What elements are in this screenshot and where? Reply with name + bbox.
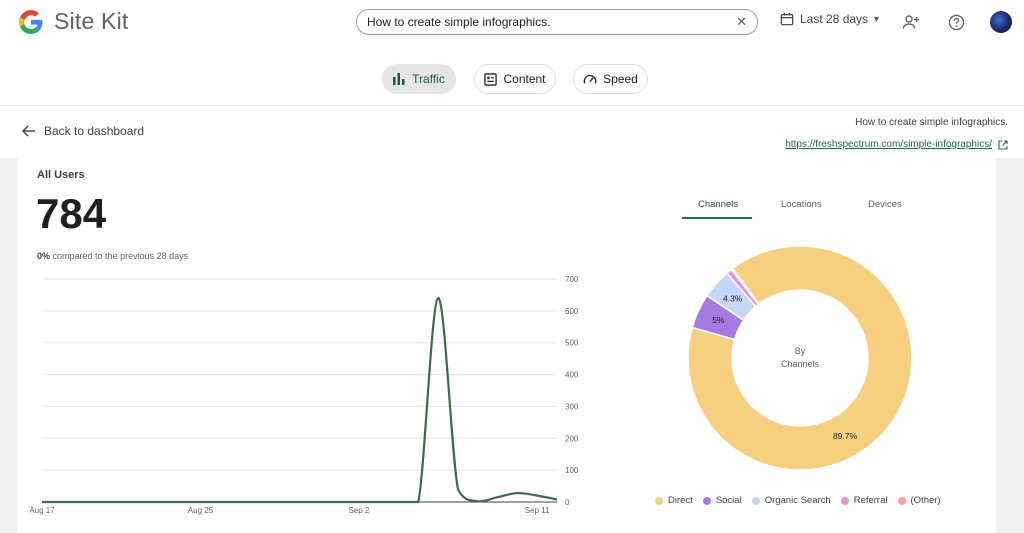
page-url[interactable]: https://freshspectrum.com/simple-infogra… bbox=[785, 139, 992, 150]
legend-item[interactable]: Social bbox=[702, 495, 742, 506]
x-tick-label: Sep 2 bbox=[348, 506, 369, 515]
legend-swatch bbox=[702, 496, 711, 505]
legend-label: Referral bbox=[853, 495, 888, 506]
legend-item[interactable]: Organic Search bbox=[751, 495, 831, 506]
legend-item[interactable]: Referral bbox=[840, 495, 888, 506]
legend-label: Social bbox=[715, 495, 742, 506]
x-tick-label: Aug 25 bbox=[188, 506, 214, 515]
metric-value: 784 bbox=[36, 190, 107, 237]
tab-label: Content bbox=[503, 72, 546, 86]
avatar[interactable] bbox=[990, 11, 1012, 33]
bar-chart-icon bbox=[393, 73, 405, 85]
tab-content[interactable]: Content bbox=[474, 64, 556, 94]
speedometer-icon bbox=[583, 74, 597, 84]
date-range-label: Last 28 days bbox=[800, 12, 869, 26]
x-tick-label: Aug 17 bbox=[30, 506, 55, 515]
slice-value-label: 89.7% bbox=[833, 431, 858, 441]
help-button[interactable] bbox=[945, 11, 967, 33]
channels-donut-chart: 89.7% 5% 4.3% By Channels bbox=[680, 238, 920, 478]
users-line-chart: 0 100 200 300 400 500 600 700 Aug 17 Aug 25 Sep 2 S… bbox=[30, 275, 579, 515]
legend-label: Direct bbox=[668, 495, 693, 506]
search-input[interactable]: How to create simple infographics. ✕ bbox=[356, 9, 758, 35]
donut-slice-other[interactable] bbox=[730, 267, 761, 306]
close-icon[interactable]: ✕ bbox=[736, 14, 747, 29]
top-bar: Site Kit How to create simple infographi… bbox=[0, 0, 1024, 44]
tab-locations[interactable]: Locations bbox=[781, 199, 822, 210]
metric-change: 0% bbox=[37, 251, 51, 261]
y-tick-label: 500 bbox=[565, 339, 579, 348]
y-tick-label: 700 bbox=[565, 275, 579, 284]
comparison-text: compared to the previous 28 days bbox=[52, 251, 189, 261]
y-tick-label: 0 bbox=[565, 498, 570, 507]
tab-traffic[interactable]: Traffic bbox=[382, 64, 456, 94]
legend-swatch bbox=[655, 496, 663, 505]
y-tick-label: 400 bbox=[565, 371, 579, 380]
legend-item[interactable]: (Other) bbox=[897, 495, 941, 506]
metric-comparison: 0% compared to the previous 28 days bbox=[37, 251, 188, 261]
page-title: How to create simple infographics. bbox=[855, 117, 1008, 128]
page-info: How to create simple infographics. https… bbox=[785, 117, 1008, 152]
tab-label: Speed bbox=[603, 72, 638, 86]
donut-center-label: Channels bbox=[781, 359, 820, 369]
tab-speed[interactable]: Speed bbox=[573, 64, 648, 94]
tab-label: Traffic bbox=[412, 72, 445, 86]
help-icon bbox=[948, 14, 964, 30]
slice-value-label: 5% bbox=[712, 315, 725, 325]
add-user-button[interactable] bbox=[900, 11, 922, 33]
y-tick-label: 300 bbox=[565, 402, 579, 411]
legend-swatch bbox=[897, 496, 906, 505]
divider bbox=[0, 105, 1024, 106]
back-to-dashboard-link[interactable]: Back to dashboard bbox=[22, 124, 144, 138]
arrow-left-icon bbox=[22, 125, 35, 137]
page-url-link[interactable]: https://freshspectrum.com/simple-infogra… bbox=[785, 139, 1008, 150]
app-name: Site Kit bbox=[54, 8, 129, 34]
calendar-icon bbox=[780, 12, 794, 26]
back-label: Back to dashboard bbox=[44, 124, 145, 138]
legend-label: Organic Search bbox=[764, 495, 831, 506]
add-person-icon bbox=[902, 15, 919, 29]
x-tick-label: Sep 11 bbox=[525, 506, 550, 515]
slice-value-label: 4.3% bbox=[723, 293, 743, 303]
date-range-selector[interactable]: Last 28 days ▼ bbox=[780, 12, 881, 26]
legend-swatch bbox=[751, 496, 760, 505]
donut-center-label: By bbox=[795, 346, 806, 356]
tab-devices[interactable]: Devices bbox=[868, 199, 902, 210]
search-value[interactable]: How to create simple infographics. bbox=[367, 15, 551, 29]
tab-channels[interactable]: Channels bbox=[698, 199, 739, 210]
site-kit-logo[interactable]: Site Kit bbox=[18, 8, 128, 35]
donut-slice-direct[interactable] bbox=[680, 238, 920, 478]
y-tick-label: 600 bbox=[565, 307, 579, 316]
users-series-line bbox=[41, 297, 558, 504]
chevron-down-icon: ▼ bbox=[872, 14, 881, 24]
legend-label: (Other) bbox=[910, 495, 941, 506]
legend-item[interactable]: Direct bbox=[655, 495, 693, 506]
section-tabs: Traffic Content Speed bbox=[0, 64, 1024, 94]
metric-label: All Users bbox=[37, 169, 85, 181]
y-tick-label: 200 bbox=[565, 434, 579, 443]
chart-legend: Direct Social Organic Search Referral (Other… bbox=[655, 495, 951, 506]
y-tick-label: 100 bbox=[565, 466, 579, 475]
google-g-icon bbox=[19, 9, 43, 34]
active-tab-indicator bbox=[682, 217, 752, 219]
external-link-icon bbox=[998, 139, 1008, 150]
legend-swatch bbox=[840, 496, 849, 505]
article-icon bbox=[484, 72, 498, 86]
